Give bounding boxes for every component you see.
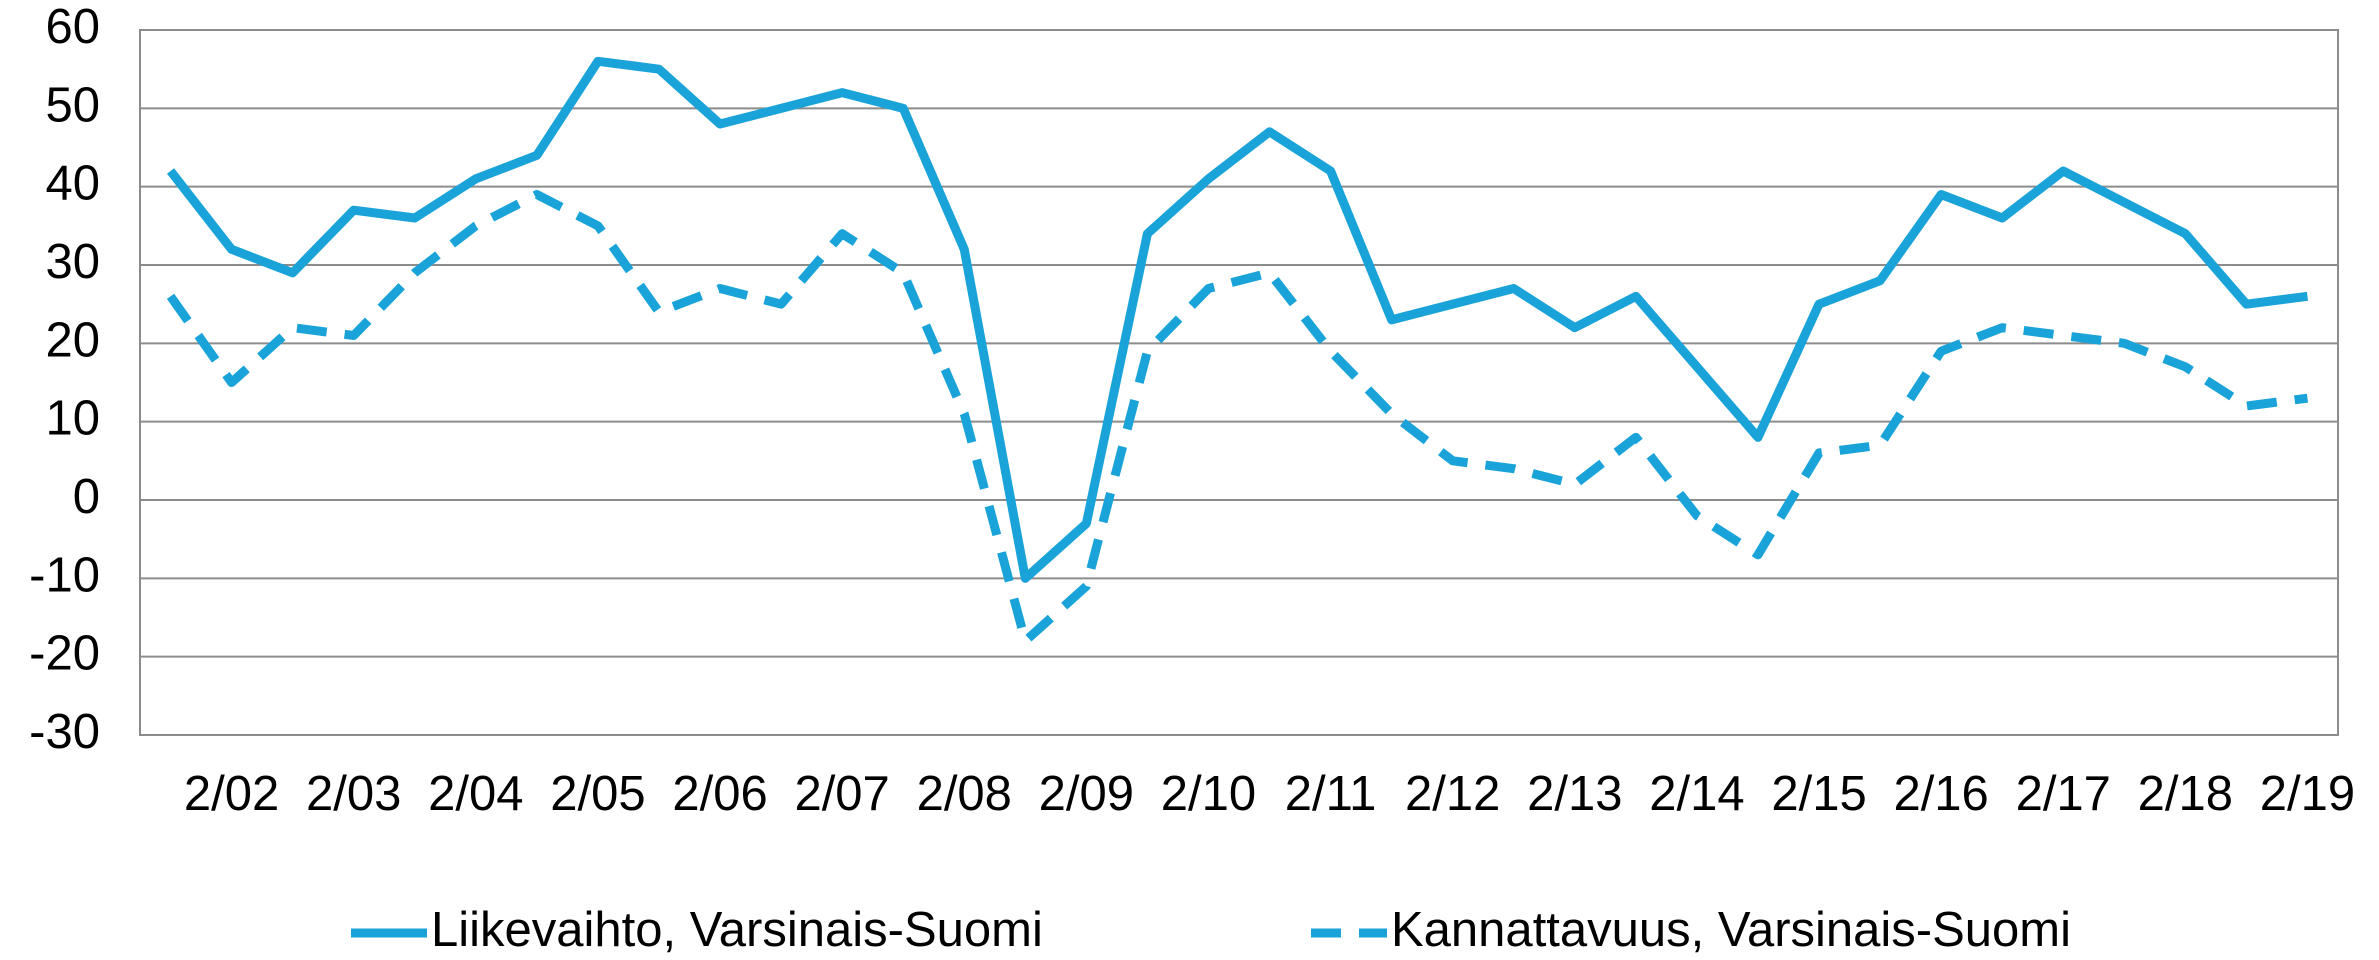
- x-tick-label: 2/05: [550, 767, 645, 821]
- line-series: [166, 56, 2309, 583]
- plot-border: [139, 29, 2339, 736]
- x-tick-label: 2/07: [794, 767, 889, 821]
- y-tick-label: -10: [29, 548, 100, 602]
- y-tick-label: 0: [73, 470, 100, 524]
- x-tick-label: 2/11: [1285, 767, 1377, 821]
- y-tick-label: 60: [45, 0, 100, 54]
- x-tick-label: 2/16: [1893, 767, 1988, 821]
- x-tick-label: 2/02: [184, 767, 279, 821]
- x-tick-label: 2/19: [2260, 767, 2355, 821]
- x-tick-label: 2/04: [428, 767, 523, 821]
- y-tick-label: 20: [45, 313, 100, 367]
- x-tick-label: 2/13: [1527, 767, 1622, 821]
- x-tick-label: 2/09: [1039, 767, 1134, 821]
- legend-label: Kannattavuus, Varsinais-Suomi: [1391, 903, 2071, 957]
- x-tick-label: 2/18: [2138, 767, 2233, 821]
- x-tick-label: 2/14: [1649, 767, 1744, 821]
- y-tick-label: -20: [29, 627, 100, 681]
- y-tick-label: 10: [45, 392, 100, 446]
- y-tick-label: 40: [45, 157, 100, 211]
- legend-label: Liikevaihto, Varsinais-Suomi: [431, 903, 1043, 957]
- x-tick-label: 2/06: [672, 767, 767, 821]
- x-tick-label: 2/03: [306, 767, 401, 821]
- x-tick-label: 2/17: [2016, 767, 2111, 821]
- y-tick-label: 30: [45, 235, 100, 289]
- x-tick-label: 2/10: [1161, 767, 1256, 821]
- x-tick-label: 2/15: [1771, 767, 1866, 821]
- x-tick-label: 2/08: [917, 767, 1012, 821]
- line-series: [166, 190, 2309, 646]
- y-tick-label: 50: [45, 78, 100, 132]
- y-tick-label: -30: [29, 705, 100, 759]
- x-tick-label: 2/12: [1405, 767, 1500, 821]
